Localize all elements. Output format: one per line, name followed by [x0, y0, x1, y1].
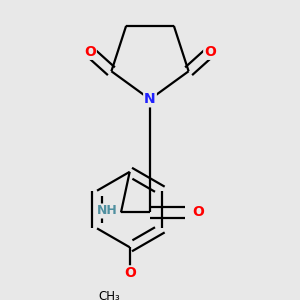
Text: O: O	[84, 45, 96, 59]
Text: NH: NH	[97, 205, 118, 218]
Text: O: O	[192, 206, 204, 219]
Text: O: O	[204, 45, 216, 59]
Text: O: O	[124, 266, 136, 280]
Text: N: N	[144, 92, 156, 106]
Text: CH₃: CH₃	[98, 290, 120, 300]
